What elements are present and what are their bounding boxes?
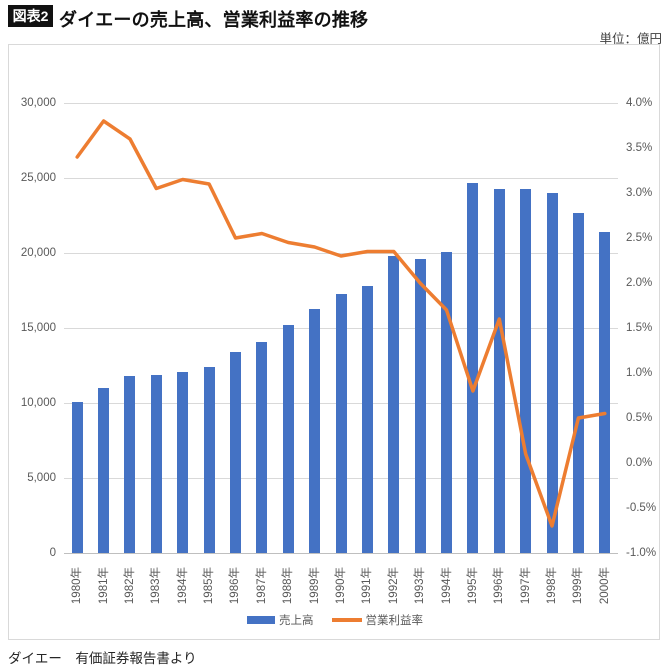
x-tick-label: 1981年 [97, 567, 110, 605]
y-tick-label-right: 0.5% [626, 412, 653, 424]
y-tick-label-left: 30,000 [20, 97, 56, 109]
sales-bar [98, 388, 110, 553]
sales-bar [177, 371, 189, 553]
y-tick-label-left: 15,000 [20, 322, 56, 334]
x-tick-label: 1992年 [387, 567, 400, 605]
x-tick-label: 1983年 [150, 567, 163, 605]
y-tick-label-right: 0.0% [626, 457, 653, 469]
sales-bar [71, 401, 83, 553]
margin-line-svg [75, 119, 607, 528]
y-tick-label-left: 0 [49, 547, 56, 559]
x-tick-label: 1994年 [440, 567, 453, 605]
x-tick-label: 1986年 [229, 567, 242, 605]
y-tick-label-left: 10,000 [20, 397, 56, 409]
y-tick-label-right: 2.0% [626, 277, 653, 289]
gridline [64, 553, 618, 554]
x-tick-label: 1991年 [361, 567, 374, 605]
legend-label-margin: 営業利益率 [365, 615, 424, 627]
sales-bar [203, 367, 215, 553]
sales-bar [335, 293, 347, 553]
sales-bar [520, 188, 532, 553]
x-tick-label: 1995年 [466, 567, 479, 605]
sales-bar [229, 352, 241, 553]
sales-bar [546, 193, 558, 553]
y-tick-label-right: -0.5% [626, 502, 657, 514]
sales-bar [414, 259, 426, 553]
x-tick-label: 1988年 [282, 567, 295, 605]
x-tick-label: 1990年 [335, 567, 347, 605]
y-tick-label-left: 20,000 [20, 247, 56, 259]
y-tick-label-right: 2.5% [626, 232, 653, 244]
x-tick-label: 1997年 [519, 567, 532, 605]
sales-bar [493, 188, 505, 553]
chart: 30,000 25,000 20,000 15,000 10,000 5,000 0 4.0… [8, 44, 660, 640]
y-tick-label-right: 1.5% [626, 322, 653, 334]
x-tick-label: 1989年 [308, 567, 321, 605]
legend-item-margin: 営業利益率 [331, 612, 424, 628]
figure-tag: 図表2 [8, 5, 53, 27]
sales-bar [124, 376, 136, 553]
x-tick-label: 2000年 [598, 567, 611, 605]
legend-item-sales: 売上高 [247, 612, 314, 628]
sales-bar [256, 341, 268, 553]
y-tick-label-left: 25,000 [20, 172, 56, 184]
y-tick-label-right: 4.0% [626, 97, 653, 109]
gridline [64, 253, 618, 254]
sales-swatch-icon [247, 616, 275, 624]
sales-bar [441, 251, 453, 553]
x-tick-label: 1980年 [71, 567, 84, 605]
y-tick-label-right: 3.5% [626, 142, 653, 154]
legend-label-sales: 売上高 [279, 615, 314, 627]
x-tick-label: 1984年 [176, 567, 189, 605]
x-tick-label: 1993年 [414, 567, 427, 605]
sales-bar [361, 286, 373, 553]
y-tick-label-left: 5,000 [27, 472, 56, 484]
sales-bar [467, 182, 479, 553]
x-tick-label: 1985年 [203, 567, 216, 605]
sales-bar [150, 374, 162, 553]
sales-bar [309, 308, 321, 553]
x-tick-label: 1998年 [546, 567, 559, 605]
y-tick-label-right: 1.0% [626, 367, 653, 379]
sales-bar [388, 256, 400, 553]
source-note: ダイエー 有価証券報告書より [8, 651, 197, 666]
x-tick-label: 1982年 [123, 567, 136, 605]
page-title: ダイエーの売上高、営業利益率の推移 [59, 10, 369, 30]
margin-swatch-icon [331, 618, 362, 622]
y-tick-label-right: 3.0% [626, 187, 653, 199]
gridline [64, 178, 618, 179]
sales-bar [572, 212, 584, 553]
gridline [64, 103, 618, 104]
sales-bar [282, 325, 294, 553]
x-tick-label: 1996年 [493, 567, 506, 605]
unit-label: 単位：億円 [599, 32, 662, 46]
x-tick-label: 1999年 [572, 567, 585, 605]
sales-bar [599, 232, 611, 553]
legend: 売上高 営業利益率 [9, 612, 661, 628]
header: 図表2 ダイエーの売上高、営業利益率の推移 単位：億円 [8, 5, 662, 46]
y-tick-label-right: -1.0% [626, 547, 657, 559]
x-tick-label: 1987年 [255, 567, 268, 605]
